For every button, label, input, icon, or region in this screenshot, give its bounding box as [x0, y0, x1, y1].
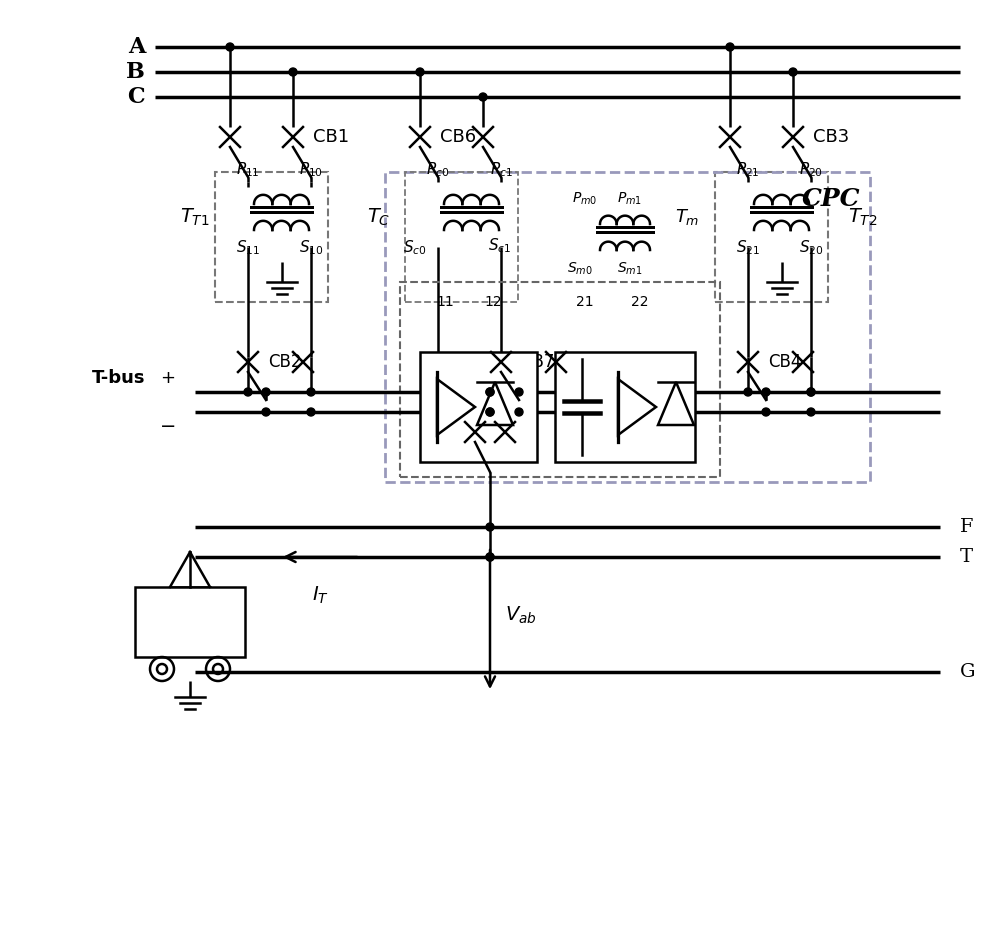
- Bar: [215, 172, 328, 302]
- Circle shape: [807, 388, 815, 396]
- Text: $V_{ab}$: $V_{ab}$: [505, 604, 537, 626]
- Text: CB4: CB4: [768, 353, 801, 371]
- Circle shape: [486, 408, 494, 416]
- Text: CB7: CB7: [521, 353, 554, 371]
- Text: C: C: [127, 86, 145, 108]
- Circle shape: [486, 388, 494, 396]
- Circle shape: [244, 388, 252, 396]
- Circle shape: [307, 388, 315, 396]
- Text: CPC: CPC: [802, 187, 860, 211]
- Text: $S_{m1}$: $S_{m1}$: [617, 260, 643, 277]
- Circle shape: [486, 388, 494, 396]
- Bar: [405, 172, 518, 302]
- Circle shape: [262, 408, 270, 416]
- Circle shape: [789, 68, 797, 76]
- Text: 11: 11: [436, 295, 454, 309]
- Text: $T_{T1}$: $T_{T1}$: [180, 207, 210, 228]
- Text: F: F: [960, 518, 974, 536]
- Text: CB1: CB1: [313, 128, 349, 146]
- Text: $P_{m1}$: $P_{m1}$: [617, 191, 643, 207]
- Circle shape: [744, 388, 752, 396]
- Bar: [135, 587, 245, 657]
- Text: $S_{11}$: $S_{11}$: [236, 238, 260, 257]
- Circle shape: [762, 408, 770, 416]
- Circle shape: [262, 388, 270, 396]
- Circle shape: [726, 43, 734, 51]
- Text: $T_C$: $T_C$: [367, 207, 390, 228]
- Text: $P_{21}$: $P_{21}$: [736, 160, 760, 179]
- Circle shape: [479, 93, 487, 101]
- Text: CB2: CB2: [268, 353, 302, 371]
- Circle shape: [807, 388, 815, 396]
- Text: T-bus: T-bus: [92, 369, 145, 387]
- Bar: [400, 282, 720, 477]
- Text: $P_{c1}$: $P_{c1}$: [490, 160, 512, 179]
- Text: $T_{T2}$: $T_{T2}$: [848, 207, 877, 228]
- Bar: [420, 352, 537, 462]
- Circle shape: [226, 43, 234, 51]
- Circle shape: [807, 408, 815, 416]
- Text: −: −: [160, 417, 176, 436]
- Circle shape: [486, 553, 494, 561]
- Circle shape: [515, 388, 523, 396]
- Circle shape: [307, 408, 315, 416]
- Circle shape: [486, 523, 494, 531]
- Circle shape: [762, 388, 770, 396]
- Circle shape: [486, 408, 494, 416]
- Text: CB3: CB3: [813, 128, 849, 146]
- Text: $P_{m0}$: $P_{m0}$: [572, 191, 598, 207]
- Text: $P_{20}$: $P_{20}$: [799, 160, 823, 179]
- Text: $S_{21}$: $S_{21}$: [736, 238, 760, 257]
- Text: $S_{c0}$: $S_{c0}$: [403, 238, 427, 257]
- Text: A: A: [128, 36, 145, 58]
- Text: T: T: [960, 548, 973, 566]
- Text: 22: 22: [631, 295, 649, 309]
- Text: $P_{c0}$: $P_{c0}$: [426, 160, 450, 179]
- Text: $P_{11}$: $P_{11}$: [236, 160, 260, 179]
- Text: $S_{c1}$: $S_{c1}$: [488, 236, 511, 255]
- Bar: [385, 172, 870, 482]
- Text: $P_{10}$: $P_{10}$: [299, 160, 323, 179]
- Text: CB6: CB6: [440, 128, 476, 146]
- Text: $S_{m0}$: $S_{m0}$: [567, 260, 593, 277]
- Text: $S_{10}$: $S_{10}$: [299, 238, 323, 257]
- Text: CB5: CB5: [495, 421, 528, 439]
- Text: B: B: [126, 61, 145, 83]
- Text: 21: 21: [576, 295, 594, 309]
- Text: $S_{20}$: $S_{20}$: [799, 238, 823, 257]
- Text: G: G: [960, 663, 976, 681]
- Circle shape: [486, 553, 494, 561]
- Text: 12: 12: [484, 295, 502, 309]
- Text: $I_T$: $I_T$: [312, 585, 328, 606]
- Bar: [715, 172, 828, 302]
- Circle shape: [289, 68, 297, 76]
- Bar: [555, 352, 695, 462]
- Text: $T_m$: $T_m$: [675, 207, 699, 227]
- Circle shape: [416, 68, 424, 76]
- Text: +: +: [160, 369, 175, 387]
- Circle shape: [515, 408, 523, 416]
